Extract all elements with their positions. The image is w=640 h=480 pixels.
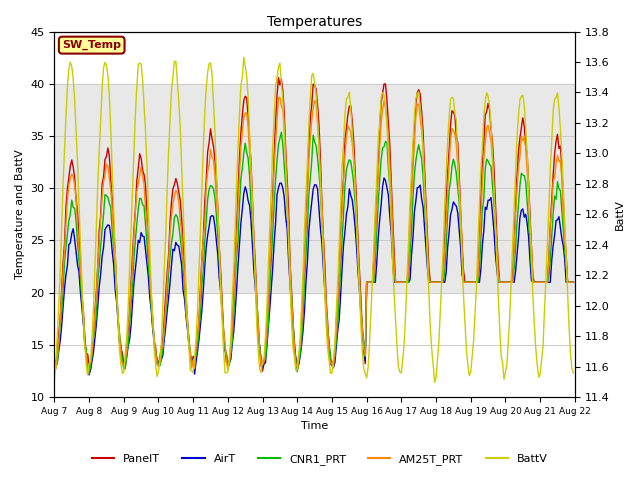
Title: Temperatures: Temperatures	[267, 15, 362, 29]
X-axis label: Time: Time	[301, 421, 328, 432]
Y-axis label: Temperature and BattV: Temperature and BattV	[15, 149, 25, 279]
Legend: PanelT, AirT, CNR1_PRT, AM25T_PRT, BattV: PanelT, AirT, CNR1_PRT, AM25T_PRT, BattV	[88, 450, 552, 469]
Text: SW_Temp: SW_Temp	[62, 40, 121, 50]
Bar	[54, 84, 575, 293]
Y-axis label: BattV: BattV	[615, 199, 625, 230]
